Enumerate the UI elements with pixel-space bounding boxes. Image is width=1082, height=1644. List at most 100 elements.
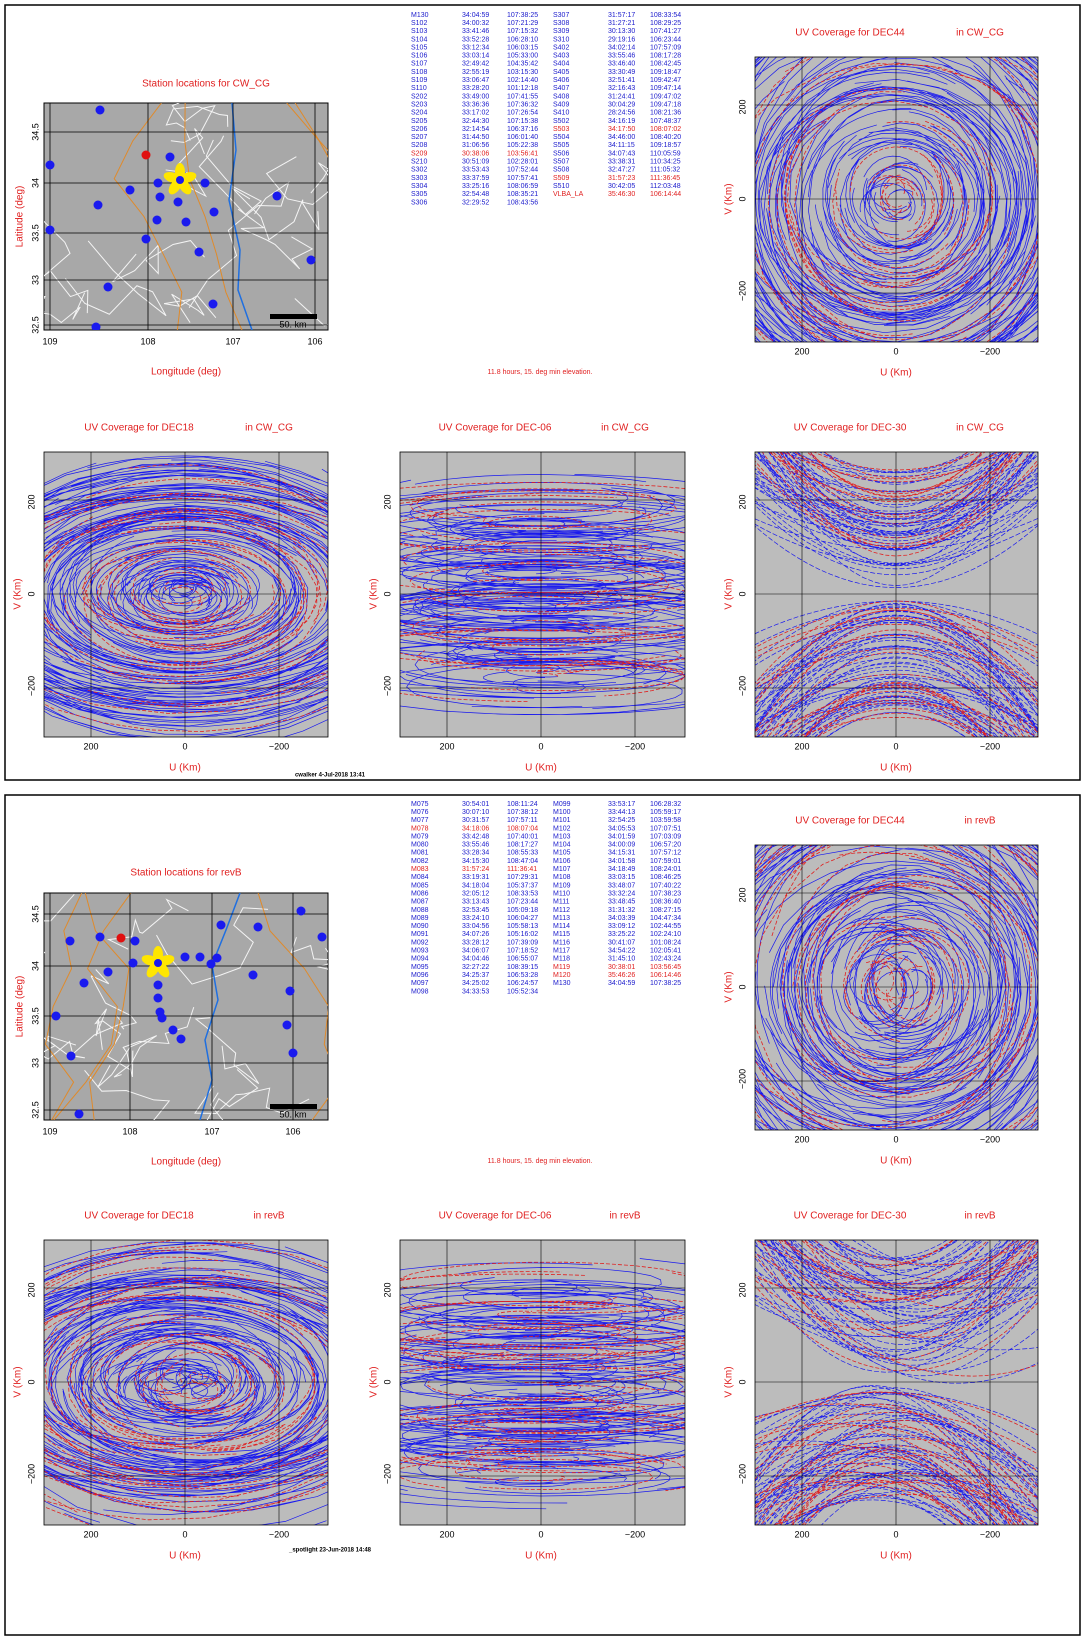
station-name: S307 <box>553 12 569 19</box>
station-lat: 32:05:12 <box>462 890 489 897</box>
station-lat: 31:45:10 <box>608 956 635 963</box>
station-lon: 107:41:55 <box>507 93 538 100</box>
y-tick-label: 32.5 <box>30 316 40 334</box>
x-tick-label: 200 <box>794 346 809 356</box>
station-name: M111 <box>553 899 570 906</box>
station-lon: 106:53:28 <box>507 972 538 979</box>
station-lat: 33:06:47 <box>462 77 489 84</box>
station-name: M082 <box>411 858 429 865</box>
station-lat: 32:29:52 <box>462 199 489 206</box>
map-background <box>44 893 328 1120</box>
station-lat: 35:46:30 <box>608 191 635 198</box>
station-name: M100 <box>553 809 571 816</box>
y-tick-label: 0 <box>737 984 747 989</box>
station-lon: 107:38:12 <box>507 809 538 816</box>
station-name: M130 <box>411 12 429 19</box>
x-tick-label: 200 <box>794 741 809 751</box>
x-tick-label: 0 <box>538 1529 543 1539</box>
station-name: S210 <box>411 159 427 166</box>
x-tick-label: 200 <box>439 741 454 751</box>
station-lon: 107:07:51 <box>650 825 681 832</box>
station-lon: 104:35:42 <box>507 61 538 68</box>
x-tick-label: 106 <box>285 1126 300 1136</box>
y-axis-label: Latitude (deg) <box>15 976 26 1038</box>
station-lat: 33:44:13 <box>608 809 635 816</box>
station-lon: 105:58:13 <box>507 923 538 930</box>
uv-title: UV Coverage for DEC-06 <box>439 423 552 434</box>
station-lon: 106:04:27 <box>507 915 538 922</box>
station-lat: 30:13:30 <box>608 28 635 35</box>
station-name: M108 <box>553 874 571 881</box>
station-name: M088 <box>411 907 429 914</box>
x-axis-label: U (Km) <box>880 1156 912 1167</box>
station-lat: 31:31:32 <box>608 907 635 914</box>
y-tick-label: 200 <box>737 494 747 509</box>
station-lat: 34:18:04 <box>462 882 489 889</box>
y-tick-label: 32.5 <box>30 1101 40 1119</box>
station-name: S303 <box>411 175 427 182</box>
station-dot <box>181 953 190 962</box>
x-tick-label: 0 <box>538 741 543 751</box>
y-tick-label: 200 <box>26 1282 36 1297</box>
station-lon: 108:07:02 <box>650 126 681 133</box>
station-lon: 107:57:41 <box>507 175 538 182</box>
station-name: S109 <box>411 77 427 84</box>
station-lon: 106:01:40 <box>507 134 538 141</box>
x-tick-label: 107 <box>225 336 240 346</box>
station-lat: 34:04:59 <box>462 12 489 19</box>
station-lat: 34:54:22 <box>608 948 635 955</box>
elevation-note: 11.8 hours, 15. deg min elevation. <box>488 369 593 376</box>
y-tick-label: 200 <box>737 1282 747 1297</box>
station-lon: 105:52:34 <box>507 988 538 995</box>
station-lat: 33:03:15 <box>608 874 635 881</box>
station-name: VLBA_LA <box>553 191 584 198</box>
station-dot <box>166 153 175 162</box>
station-name: S204 <box>411 110 427 117</box>
uv-config: in CW_CG <box>245 423 293 434</box>
station-lon: 103:15:30 <box>507 69 538 76</box>
station-lat: 33:37:59 <box>462 175 489 182</box>
station-lat: 34:04:59 <box>608 980 635 987</box>
y-tick-label: 200 <box>382 1282 392 1297</box>
y-tick-label: 0 <box>26 1379 36 1384</box>
station-name: S402 <box>553 44 569 51</box>
station-name: M113 <box>553 915 570 922</box>
y-tick-label: 200 <box>382 494 392 509</box>
station-lat: 30:04:29 <box>608 101 635 108</box>
station-name: S103 <box>411 28 427 35</box>
y-tick-label: 0 <box>737 196 747 201</box>
station-name: M078 <box>411 825 429 832</box>
station-dot <box>154 981 163 990</box>
station-lat: 34:25:37 <box>462 972 489 979</box>
page: Station locations for CW_CG1091081071063… <box>0 0 1082 1639</box>
footer-stamp: cwalker 4-Jul-2018 13:41 <box>295 773 366 779</box>
uv-config: in revB <box>609 1211 640 1222</box>
station-lat: 34:11:15 <box>608 142 635 149</box>
station-name: S108 <box>411 69 427 76</box>
station-lon: 106:57:20 <box>650 842 681 849</box>
station-lon: 108:47:04 <box>507 858 538 865</box>
x-tick-label: 109 <box>42 336 57 346</box>
y-tick-label: −200 <box>737 281 747 301</box>
x-tick-label: 0 <box>182 741 187 751</box>
station-lat: 33:24:10 <box>462 915 489 922</box>
station-dot <box>182 218 191 227</box>
station-lon: 107:26:54 <box>507 110 538 117</box>
x-tick-label: −200 <box>625 741 645 751</box>
station-name: M075 <box>411 801 429 808</box>
station-lon: 108:33:53 <box>507 890 538 897</box>
y-axis-label: Latitude (deg) <box>15 186 26 248</box>
y-tick-label: −200 <box>737 1464 747 1484</box>
x-tick-label: 200 <box>83 741 98 751</box>
x-axis-label: Longitude (deg) <box>151 367 221 378</box>
station-dot <box>307 256 316 265</box>
station-lon: 107:29:31 <box>507 874 538 881</box>
station-lon: 108:46:25 <box>650 874 681 881</box>
station-lon: 109:47:02 <box>650 93 681 100</box>
x-tick-label: 0 <box>893 741 898 751</box>
station-lon: 108:17:27 <box>507 842 538 849</box>
station-lat: 32:44:30 <box>462 118 489 125</box>
y-axis-label: V (Km) <box>13 578 24 609</box>
station-name: S206 <box>411 126 427 133</box>
station-lon: 104:47:34 <box>650 915 681 922</box>
